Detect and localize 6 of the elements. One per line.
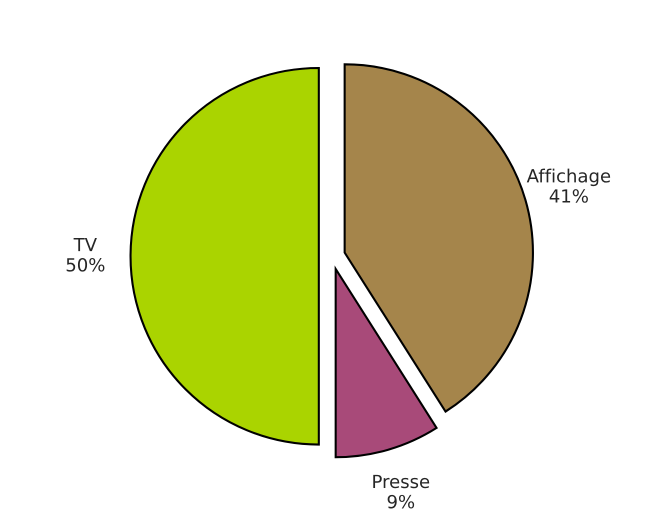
data-label: 9% bbox=[388, 494, 414, 508]
slice-label: TV bbox=[74, 238, 97, 252]
data-label: 41% bbox=[550, 189, 588, 203]
data-label: 50% bbox=[66, 258, 104, 272]
slice-label: Affichage bbox=[526, 168, 610, 186]
slice-label: Presse bbox=[373, 474, 430, 488]
